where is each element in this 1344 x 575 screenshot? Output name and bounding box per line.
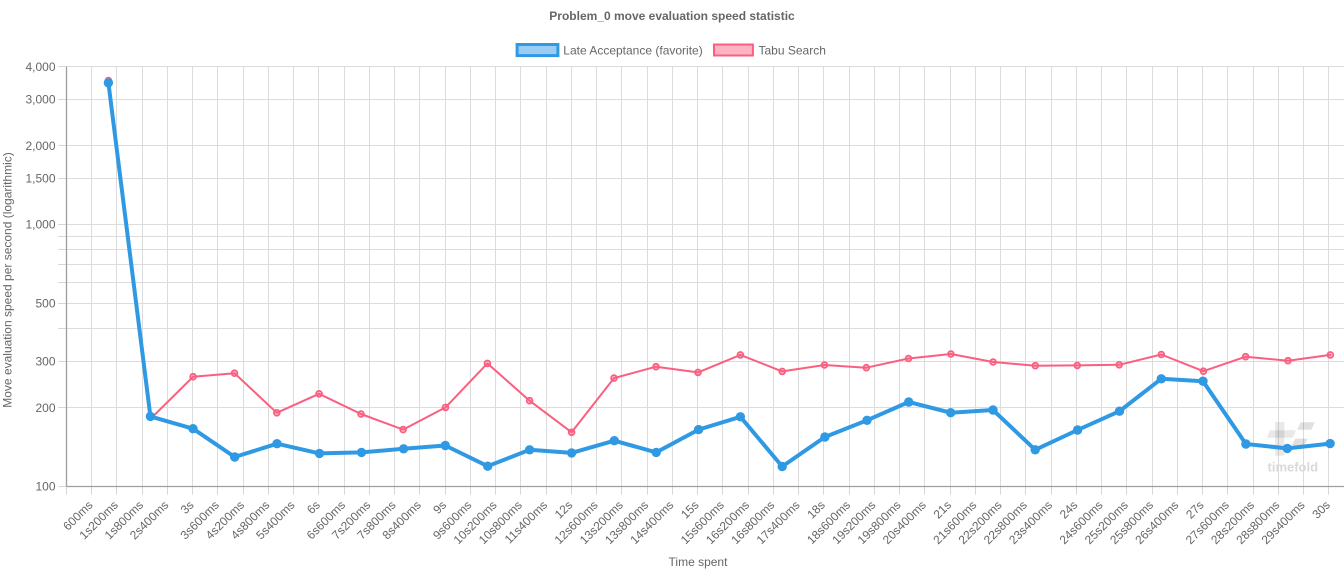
svg-text:1,000: 1,000 — [25, 218, 55, 232]
svg-text:500: 500 — [35, 297, 55, 311]
svg-text:200: 200 — [35, 401, 55, 415]
svg-text:Late Acceptance (favorite): Late Acceptance (favorite) — [563, 43, 702, 57]
svg-text:1,500: 1,500 — [25, 172, 55, 186]
svg-text:Tabu Search: Tabu Search — [759, 43, 826, 57]
svg-text:2,000: 2,000 — [25, 139, 55, 153]
svg-text:Time spent: Time spent — [669, 555, 729, 569]
svg-text:100: 100 — [35, 480, 55, 494]
svg-text:Problem_0 move evaluation spee: Problem_0 move evaluation speed statisti… — [549, 9, 795, 23]
svg-text:4,000: 4,000 — [25, 60, 55, 74]
svg-text:3,000: 3,000 — [25, 93, 55, 107]
svg-text:timefold: timefold — [1268, 459, 1319, 474]
svg-text:300: 300 — [35, 355, 55, 369]
svg-text:Move evaluation speed per seco: Move evaluation speed per second (logari… — [1, 152, 15, 407]
